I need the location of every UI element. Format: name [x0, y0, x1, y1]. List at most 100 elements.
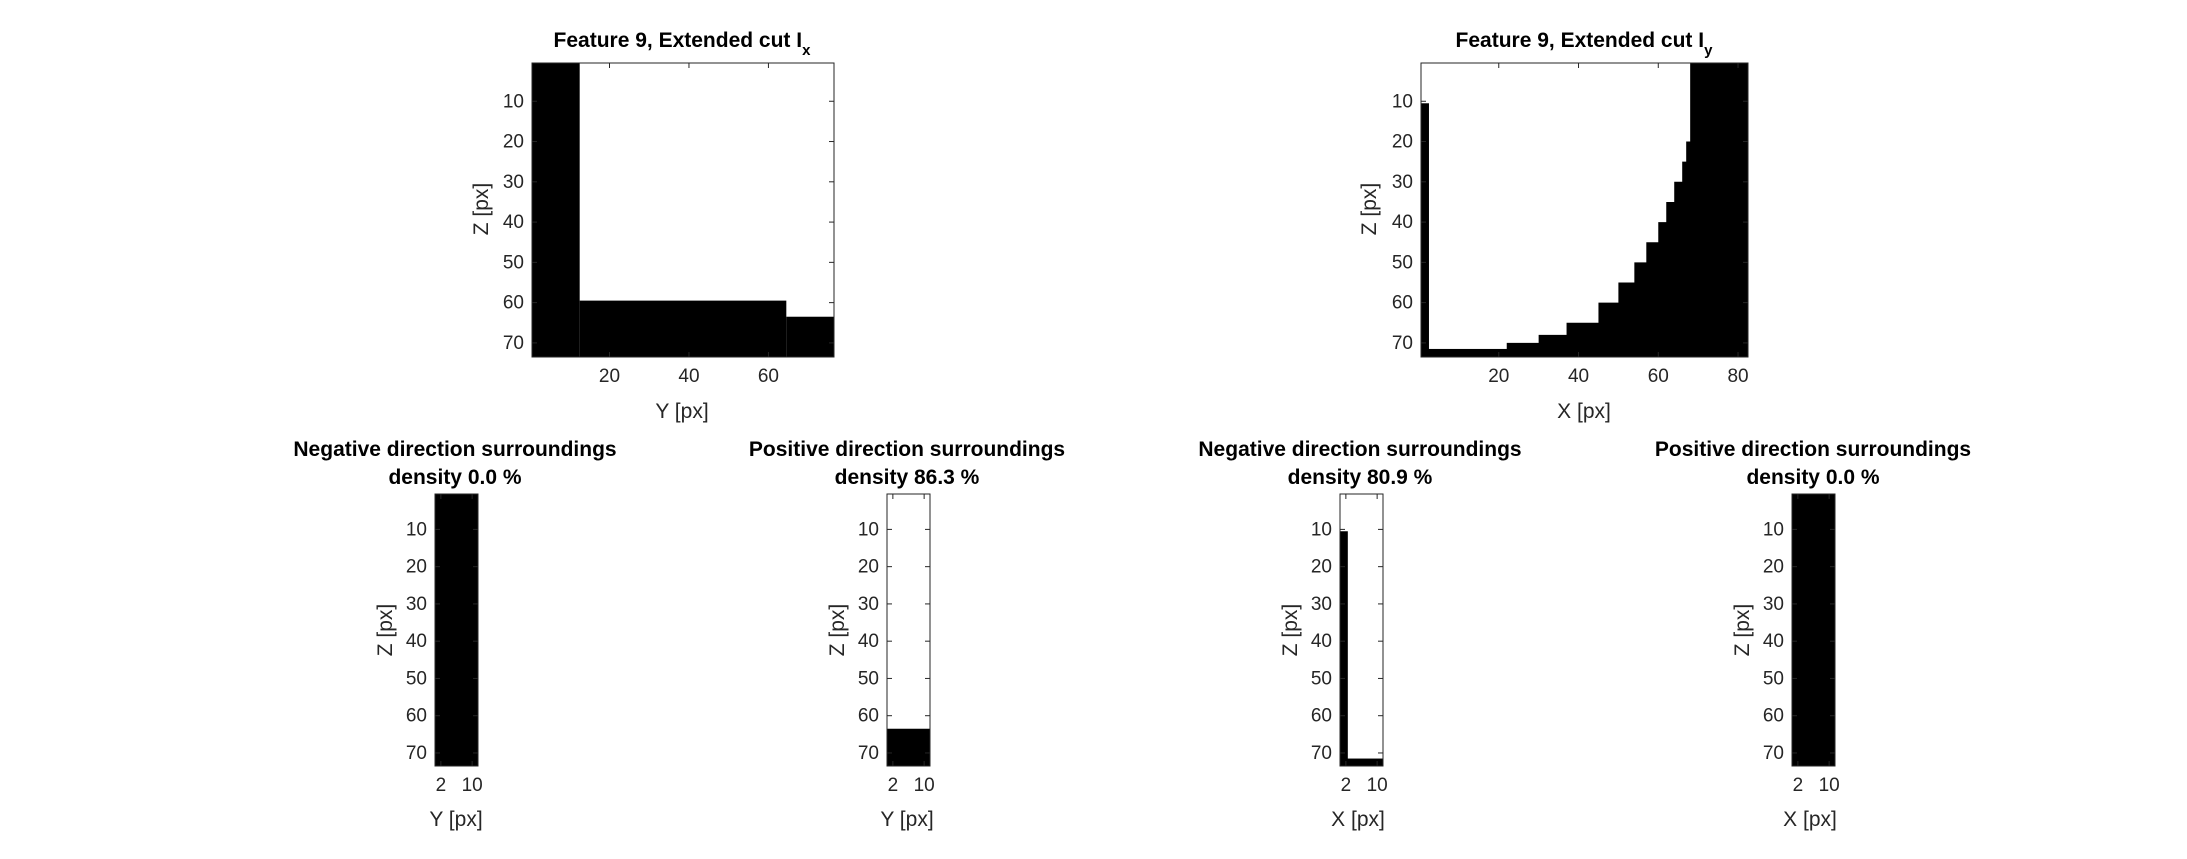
- y-tick-label: 50: [1763, 668, 1784, 689]
- y-tick-label: 20: [1311, 557, 1332, 578]
- y-tick-label: 50: [503, 252, 524, 273]
- axes-bottom-3: 10 20 30 40 50 60 70 2 10: [1311, 493, 1388, 796]
- y-tick-label: 10: [406, 519, 427, 540]
- y-tick-label: 20: [1763, 557, 1784, 578]
- x-tick-label: 60: [1648, 366, 1669, 387]
- axes-frame: [1420, 62, 1749, 358]
- x-tick-label: 2: [888, 775, 899, 796]
- y-tick-label: 20: [406, 557, 427, 578]
- y-tick-label: 10: [503, 91, 524, 112]
- x-tick-label: 10: [914, 775, 935, 796]
- title-top-right: Feature 9, Extended cut Iy: [1456, 29, 1714, 59]
- y-tick-label: 20: [503, 132, 524, 153]
- axes-top-left: 10 20 30 40 50 60 70 20 40 60: [503, 62, 835, 387]
- y-tick-label: 20: [1392, 132, 1413, 153]
- y-tick-label: 60: [1763, 706, 1784, 727]
- x-tick-label: 20: [599, 366, 620, 387]
- axes-frame: [1791, 493, 1836, 767]
- axes-frame: [886, 493, 931, 767]
- title-bottom-2-line1: Positive direction surroundings: [749, 438, 1065, 461]
- y-tick-label: 60: [503, 293, 524, 314]
- title-bottom-2-line2: density 86.3 %: [835, 466, 980, 489]
- xlabel-bottom-2: Y [px]: [880, 808, 933, 831]
- axes-top-right: 10 20 30 40 50 60 70 20 40 60 80: [1392, 62, 1749, 387]
- heatmap-region: [1340, 758, 1383, 766]
- xlabel-bottom-4: X [px]: [1783, 808, 1837, 831]
- heatmap-region: [1340, 531, 1348, 766]
- heatmap-region: [532, 63, 580, 357]
- axes-frame: [434, 493, 479, 767]
- y-tick-label: 50: [858, 668, 879, 689]
- axes-bottom-1: 10 20 30 40 50 60 70 2 10: [406, 493, 483, 796]
- ylabel-bottom-4: Z [px]: [1731, 604, 1754, 657]
- xlabel-bottom-3: X [px]: [1331, 808, 1385, 831]
- y-tick-label: 30: [1763, 594, 1784, 615]
- y-tick-label: 30: [406, 594, 427, 615]
- y-tick-label: 40: [1763, 631, 1784, 652]
- y-tick-label: 70: [1763, 743, 1784, 764]
- title-bottom-3-line1: Negative direction surroundings: [1198, 438, 1521, 461]
- x-tick-label: 2: [1341, 775, 1352, 796]
- y-tick-label: 60: [1392, 293, 1413, 314]
- y-tick-label: 10: [1311, 519, 1332, 540]
- y-tick-label: 70: [1311, 743, 1332, 764]
- title-bottom-4-line2: density 0.0 %: [1746, 466, 1879, 489]
- y-tick-label: 40: [406, 631, 427, 652]
- y-tick-label: 30: [858, 594, 879, 615]
- axes-frame: [531, 62, 835, 358]
- x-tick-label: 40: [1568, 366, 1589, 387]
- x-tick-label: 10: [1819, 775, 1840, 796]
- y-tick-label: 40: [858, 631, 879, 652]
- x-tick-label: 10: [462, 775, 483, 796]
- y-tick-label: 50: [406, 668, 427, 689]
- x-tick-label: 10: [1367, 775, 1388, 796]
- y-tick-label: 10: [858, 519, 879, 540]
- y-tick-label: 60: [406, 706, 427, 727]
- title-bottom-1-line1: Negative direction surroundings: [293, 438, 616, 461]
- y-tick-label: 70: [858, 743, 879, 764]
- y-tick-label: 40: [503, 212, 524, 233]
- heatmap-region: [579, 300, 787, 357]
- y-tick-label: 30: [1311, 594, 1332, 615]
- ylabel-bottom-3: Z [px]: [1279, 604, 1302, 657]
- ylabel-top-right: Z [px]: [1358, 183, 1381, 236]
- y-tick-label: 60: [1311, 706, 1332, 727]
- y-tick-label: 70: [503, 333, 524, 354]
- x-tick-label: 20: [1488, 366, 1509, 387]
- y-tick-label: 20: [858, 557, 879, 578]
- heatmap-region: [786, 316, 834, 357]
- axes-frame: [1339, 493, 1384, 767]
- x-tick-label: 60: [758, 366, 779, 387]
- heatmap-region: [1421, 348, 1748, 357]
- xlabel-bottom-1: Y [px]: [429, 808, 482, 831]
- title-bottom-4-line1: Positive direction surroundings: [1655, 438, 1971, 461]
- title-bottom-1-line2: density 0.0 %: [388, 466, 521, 489]
- heatmap-region: [1792, 494, 1835, 766]
- ylabel-bottom-2: Z [px]: [826, 604, 849, 657]
- x-tick-label: 2: [1793, 775, 1804, 796]
- y-tick-label: 40: [1311, 631, 1332, 652]
- heatmap-background: [887, 494, 930, 766]
- xlabel-top-left: Y [px]: [655, 400, 708, 423]
- heatmap-region: [435, 494, 478, 766]
- heatmap-region: [1421, 103, 1429, 357]
- y-tick-label: 40: [1392, 212, 1413, 233]
- heatmap-curved-region: [1478, 63, 1748, 349]
- x-tick-label: 40: [678, 366, 699, 387]
- x-tick-label: 2: [436, 775, 447, 796]
- axes-bottom-2: 10 20 30 40 50 60 70 2 10: [858, 493, 935, 796]
- xlabel-top-right: X [px]: [1557, 400, 1611, 423]
- y-tick-label: 60: [858, 706, 879, 727]
- title-top-left: Feature 9, Extended cut Ix: [554, 29, 812, 59]
- y-tick-label: 30: [1392, 172, 1413, 193]
- y-tick-label: 10: [1763, 519, 1784, 540]
- ylabel-bottom-1: Z [px]: [374, 604, 397, 657]
- x-tick-label: 80: [1727, 366, 1748, 387]
- heatmap-region: [887, 728, 930, 766]
- ylabel-top-left: Z [px]: [470, 183, 493, 236]
- y-tick-label: 10: [1392, 91, 1413, 112]
- y-tick-label: 50: [1311, 668, 1332, 689]
- y-tick-label: 50: [1392, 252, 1413, 273]
